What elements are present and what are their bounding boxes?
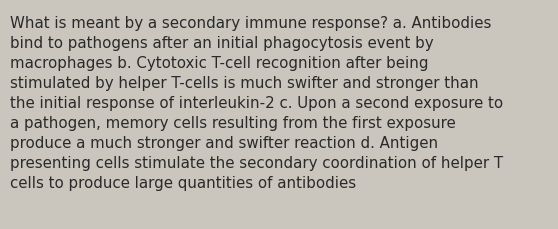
Text: What is meant by a secondary immune response? a. Antibodies
bind to pathogens af: What is meant by a secondary immune resp… [10, 16, 503, 191]
